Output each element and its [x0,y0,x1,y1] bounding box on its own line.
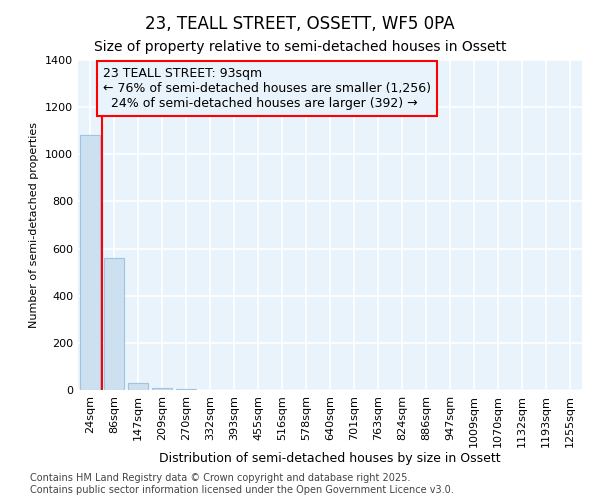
Text: Contains HM Land Registry data © Crown copyright and database right 2025.
Contai: Contains HM Land Registry data © Crown c… [30,474,454,495]
Text: 23 TEALL STREET: 93sqm
← 76% of semi-detached houses are smaller (1,256)
  24% o: 23 TEALL STREET: 93sqm ← 76% of semi-det… [103,67,431,110]
Bar [104,258,124,390]
Bar [152,388,172,390]
Bar [176,389,196,390]
X-axis label: Distribution of semi-detached houses by size in Ossett: Distribution of semi-detached houses by … [159,452,501,466]
Text: Size of property relative to semi-detached houses in Ossett: Size of property relative to semi-detach… [94,40,506,54]
Y-axis label: Number of semi-detached properties: Number of semi-detached properties [29,122,40,328]
Text: 23, TEALL STREET, OSSETT, WF5 0PA: 23, TEALL STREET, OSSETT, WF5 0PA [145,15,455,33]
Bar [128,383,148,390]
Bar [80,136,100,390]
